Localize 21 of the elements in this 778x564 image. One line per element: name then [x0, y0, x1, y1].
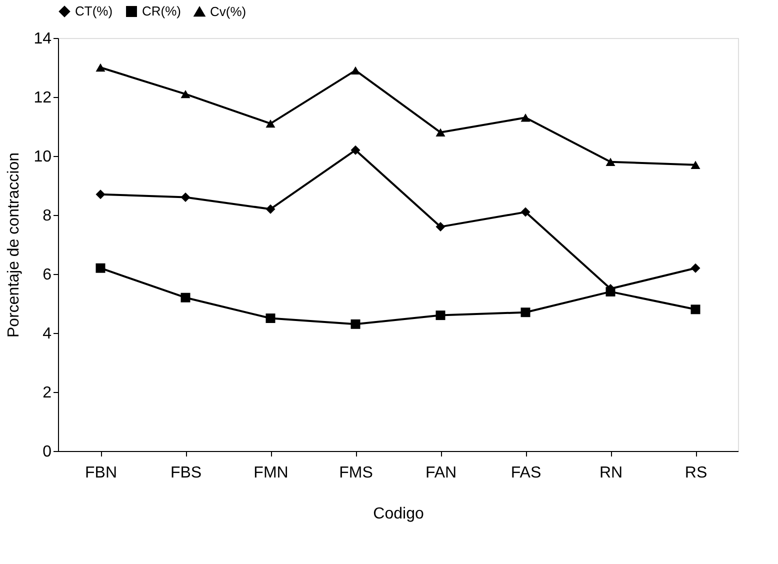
- x-tick-label: RS: [684, 464, 708, 482]
- legend-label: CT(%): [75, 4, 113, 19]
- x-tick-label: RN: [599, 464, 623, 482]
- x-tick-label: FMN: [254, 464, 288, 482]
- x-tick-label: FMS: [339, 464, 373, 482]
- y-tick-label: 2: [42, 384, 52, 402]
- x-axis-title: Codigo: [373, 506, 424, 522]
- y-tick-label: 6: [42, 266, 52, 284]
- y-tick-label: 14: [34, 30, 52, 48]
- y-tick-label: 12: [34, 90, 52, 106]
- legend-label: CR(%): [142, 4, 181, 19]
- y-tick-label: 0: [42, 444, 52, 460]
- y-axis-title: Porcentaje de contraccion: [6, 152, 23, 338]
- x-tick-label: FBS: [170, 464, 202, 482]
- y-tick-label: 8: [42, 208, 52, 224]
- x-tick-label: FAN: [425, 464, 457, 482]
- x-tick-label: FBN: [85, 464, 117, 482]
- y-tick-label: 10: [34, 148, 52, 166]
- legend-label: Cv(%): [210, 4, 246, 19]
- y-tick-label: 4: [42, 326, 52, 342]
- x-tick-label: FAS: [510, 464, 542, 482]
